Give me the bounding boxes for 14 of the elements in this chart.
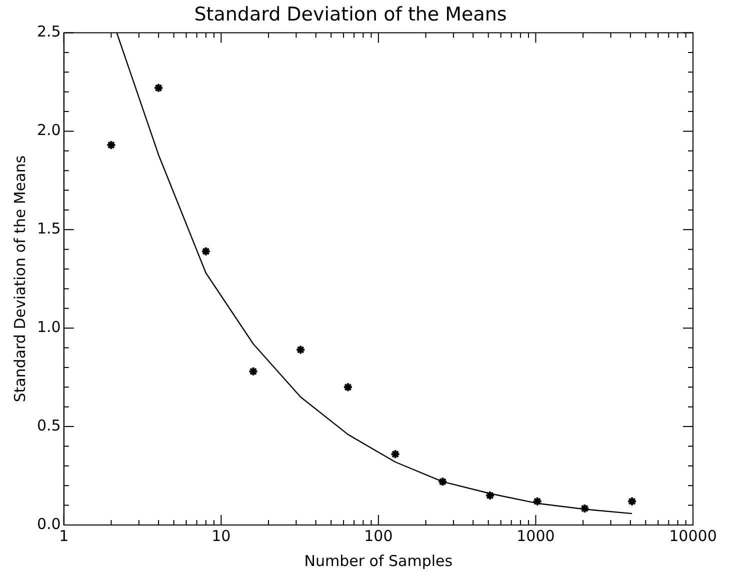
x-tick-label: 100 (364, 526, 393, 545)
y-axis-title: Standard Deviation of the Means (10, 155, 29, 402)
x-tick-label: 1 (59, 526, 69, 545)
y-tick-label: 1.5 (36, 220, 61, 238)
y-tick-label: 1.0 (36, 318, 61, 336)
chart-title: Standard Deviation of the Means (194, 3, 507, 26)
x-tick-label: 10 (212, 526, 231, 545)
x-tick-label: 1000 (516, 526, 555, 545)
x-tick-label: 10000 (669, 526, 717, 545)
y-tick-label: 2.5 (36, 22, 61, 41)
y-tick-label: 2.0 (36, 121, 61, 140)
y-tick-label: 0.5 (36, 416, 61, 434)
y-tick-label: 0.0 (36, 514, 61, 533)
x-axis-title: Number of Samples (304, 552, 453, 570)
